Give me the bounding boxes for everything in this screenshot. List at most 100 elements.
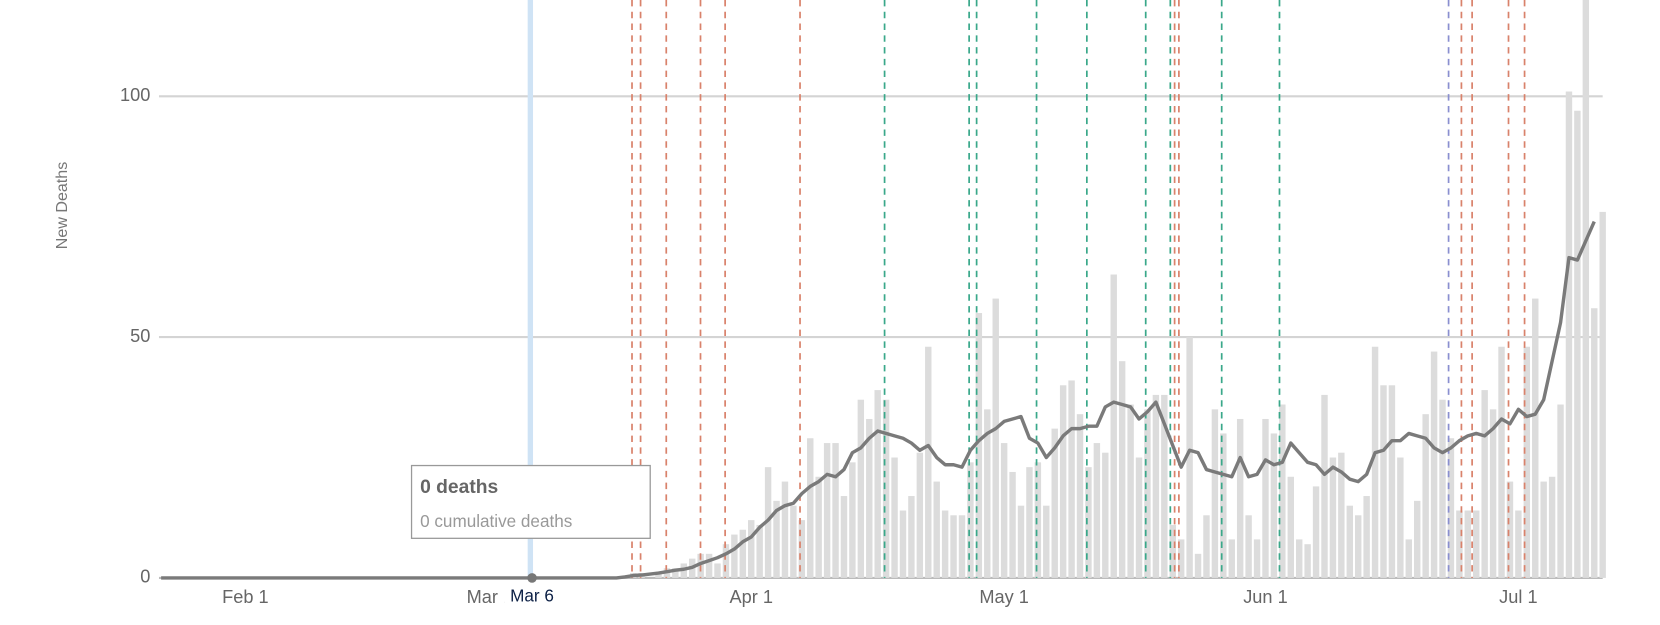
bar [1177, 539, 1185, 578]
hover-x-label: Mar 6 [510, 587, 554, 606]
bar [1110, 274, 1117, 578]
bar [1338, 452, 1345, 578]
bar [1380, 385, 1387, 578]
bar [790, 505, 797, 578]
y-tick-label: 100 [120, 85, 150, 105]
bar [992, 298, 999, 578]
bar [1220, 433, 1227, 578]
x-tick-label: May 1 [979, 587, 1029, 607]
bar [1548, 476, 1556, 578]
bar [1439, 399, 1446, 578]
bar [807, 438, 814, 578]
bar [714, 563, 721, 578]
bar [866, 418, 873, 578]
bar [1085, 467, 1092, 578]
tooltip-title: 0 deaths [420, 477, 498, 498]
bar [781, 481, 789, 578]
bar [908, 496, 915, 578]
bar [941, 510, 949, 578]
bar [1532, 298, 1539, 578]
bar [1262, 418, 1269, 578]
bar [916, 452, 924, 578]
bar [1363, 496, 1370, 578]
bar [1228, 539, 1235, 578]
bar [1295, 539, 1303, 578]
bar [739, 529, 747, 578]
x-tick-label: Apr 1 [729, 587, 772, 607]
bar [1043, 505, 1050, 578]
bar [1574, 110, 1581, 578]
bar [1582, 0, 1590, 578]
bar [967, 462, 974, 578]
bar [1447, 438, 1455, 578]
bar [1599, 211, 1606, 578]
bar [832, 443, 839, 578]
bar [756, 524, 763, 578]
lines [161, 220, 1596, 580]
bar [1557, 404, 1564, 578]
bar [1464, 510, 1472, 578]
event-lines [631, 0, 1526, 578]
bar [1506, 481, 1514, 578]
y-tick-label: 50 [130, 326, 150, 346]
bar [1279, 404, 1286, 578]
bar [1523, 346, 1531, 578]
bar [1565, 91, 1573, 578]
bar [1068, 380, 1075, 578]
bar [1236, 418, 1244, 578]
bar [731, 534, 738, 578]
bar [1186, 337, 1193, 578]
bar [1371, 346, 1379, 578]
hover-label-bg [504, 586, 560, 608]
tooltip-box [410, 464, 651, 539]
bar [1009, 471, 1016, 578]
bar [1414, 500, 1421, 578]
bar [899, 510, 907, 578]
bar [857, 399, 865, 578]
bar [1076, 414, 1084, 578]
bar [1194, 553, 1202, 578]
bar [925, 346, 932, 578]
hover-band [527, 0, 534, 578]
bar [1169, 524, 1176, 578]
bar [1355, 515, 1362, 578]
bar [672, 568, 679, 578]
bar [1591, 308, 1598, 578]
bar [950, 515, 957, 578]
bar [1211, 409, 1219, 578]
bar [1405, 539, 1413, 578]
bar [1118, 361, 1126, 578]
bar [1127, 404, 1134, 578]
bar [815, 476, 822, 578]
bar [1388, 385, 1396, 578]
bar [1026, 467, 1033, 578]
bar [1346, 505, 1353, 578]
bar [655, 573, 662, 578]
bar [849, 462, 856, 578]
bar [773, 500, 780, 578]
labels: 0 50 100 Feb 1 Mar 1 Apr 1 May 1 Jun 1 Jul 1 Mar … [120, 85, 1538, 608]
bar [933, 481, 940, 578]
x-tick-label: Mar 1 [467, 587, 514, 607]
bar [958, 515, 966, 578]
bar [1304, 544, 1311, 578]
y-axis-label: New Deaths [53, 162, 71, 249]
bar [975, 313, 983, 578]
bar [1287, 476, 1294, 578]
bar [1456, 510, 1463, 578]
bar [1481, 390, 1488, 578]
bar [722, 544, 730, 578]
bar [1329, 457, 1337, 578]
bar [1312, 486, 1320, 578]
bar [1161, 394, 1168, 578]
bar [1102, 452, 1109, 578]
bar [1203, 515, 1210, 578]
x-tick-label: Jul 1 [1499, 587, 1537, 607]
bar [874, 390, 881, 578]
average-line [161, 220, 1596, 580]
bar [1253, 539, 1261, 578]
bar [984, 409, 991, 578]
bar [1321, 394, 1328, 578]
bar [1144, 409, 1151, 578]
